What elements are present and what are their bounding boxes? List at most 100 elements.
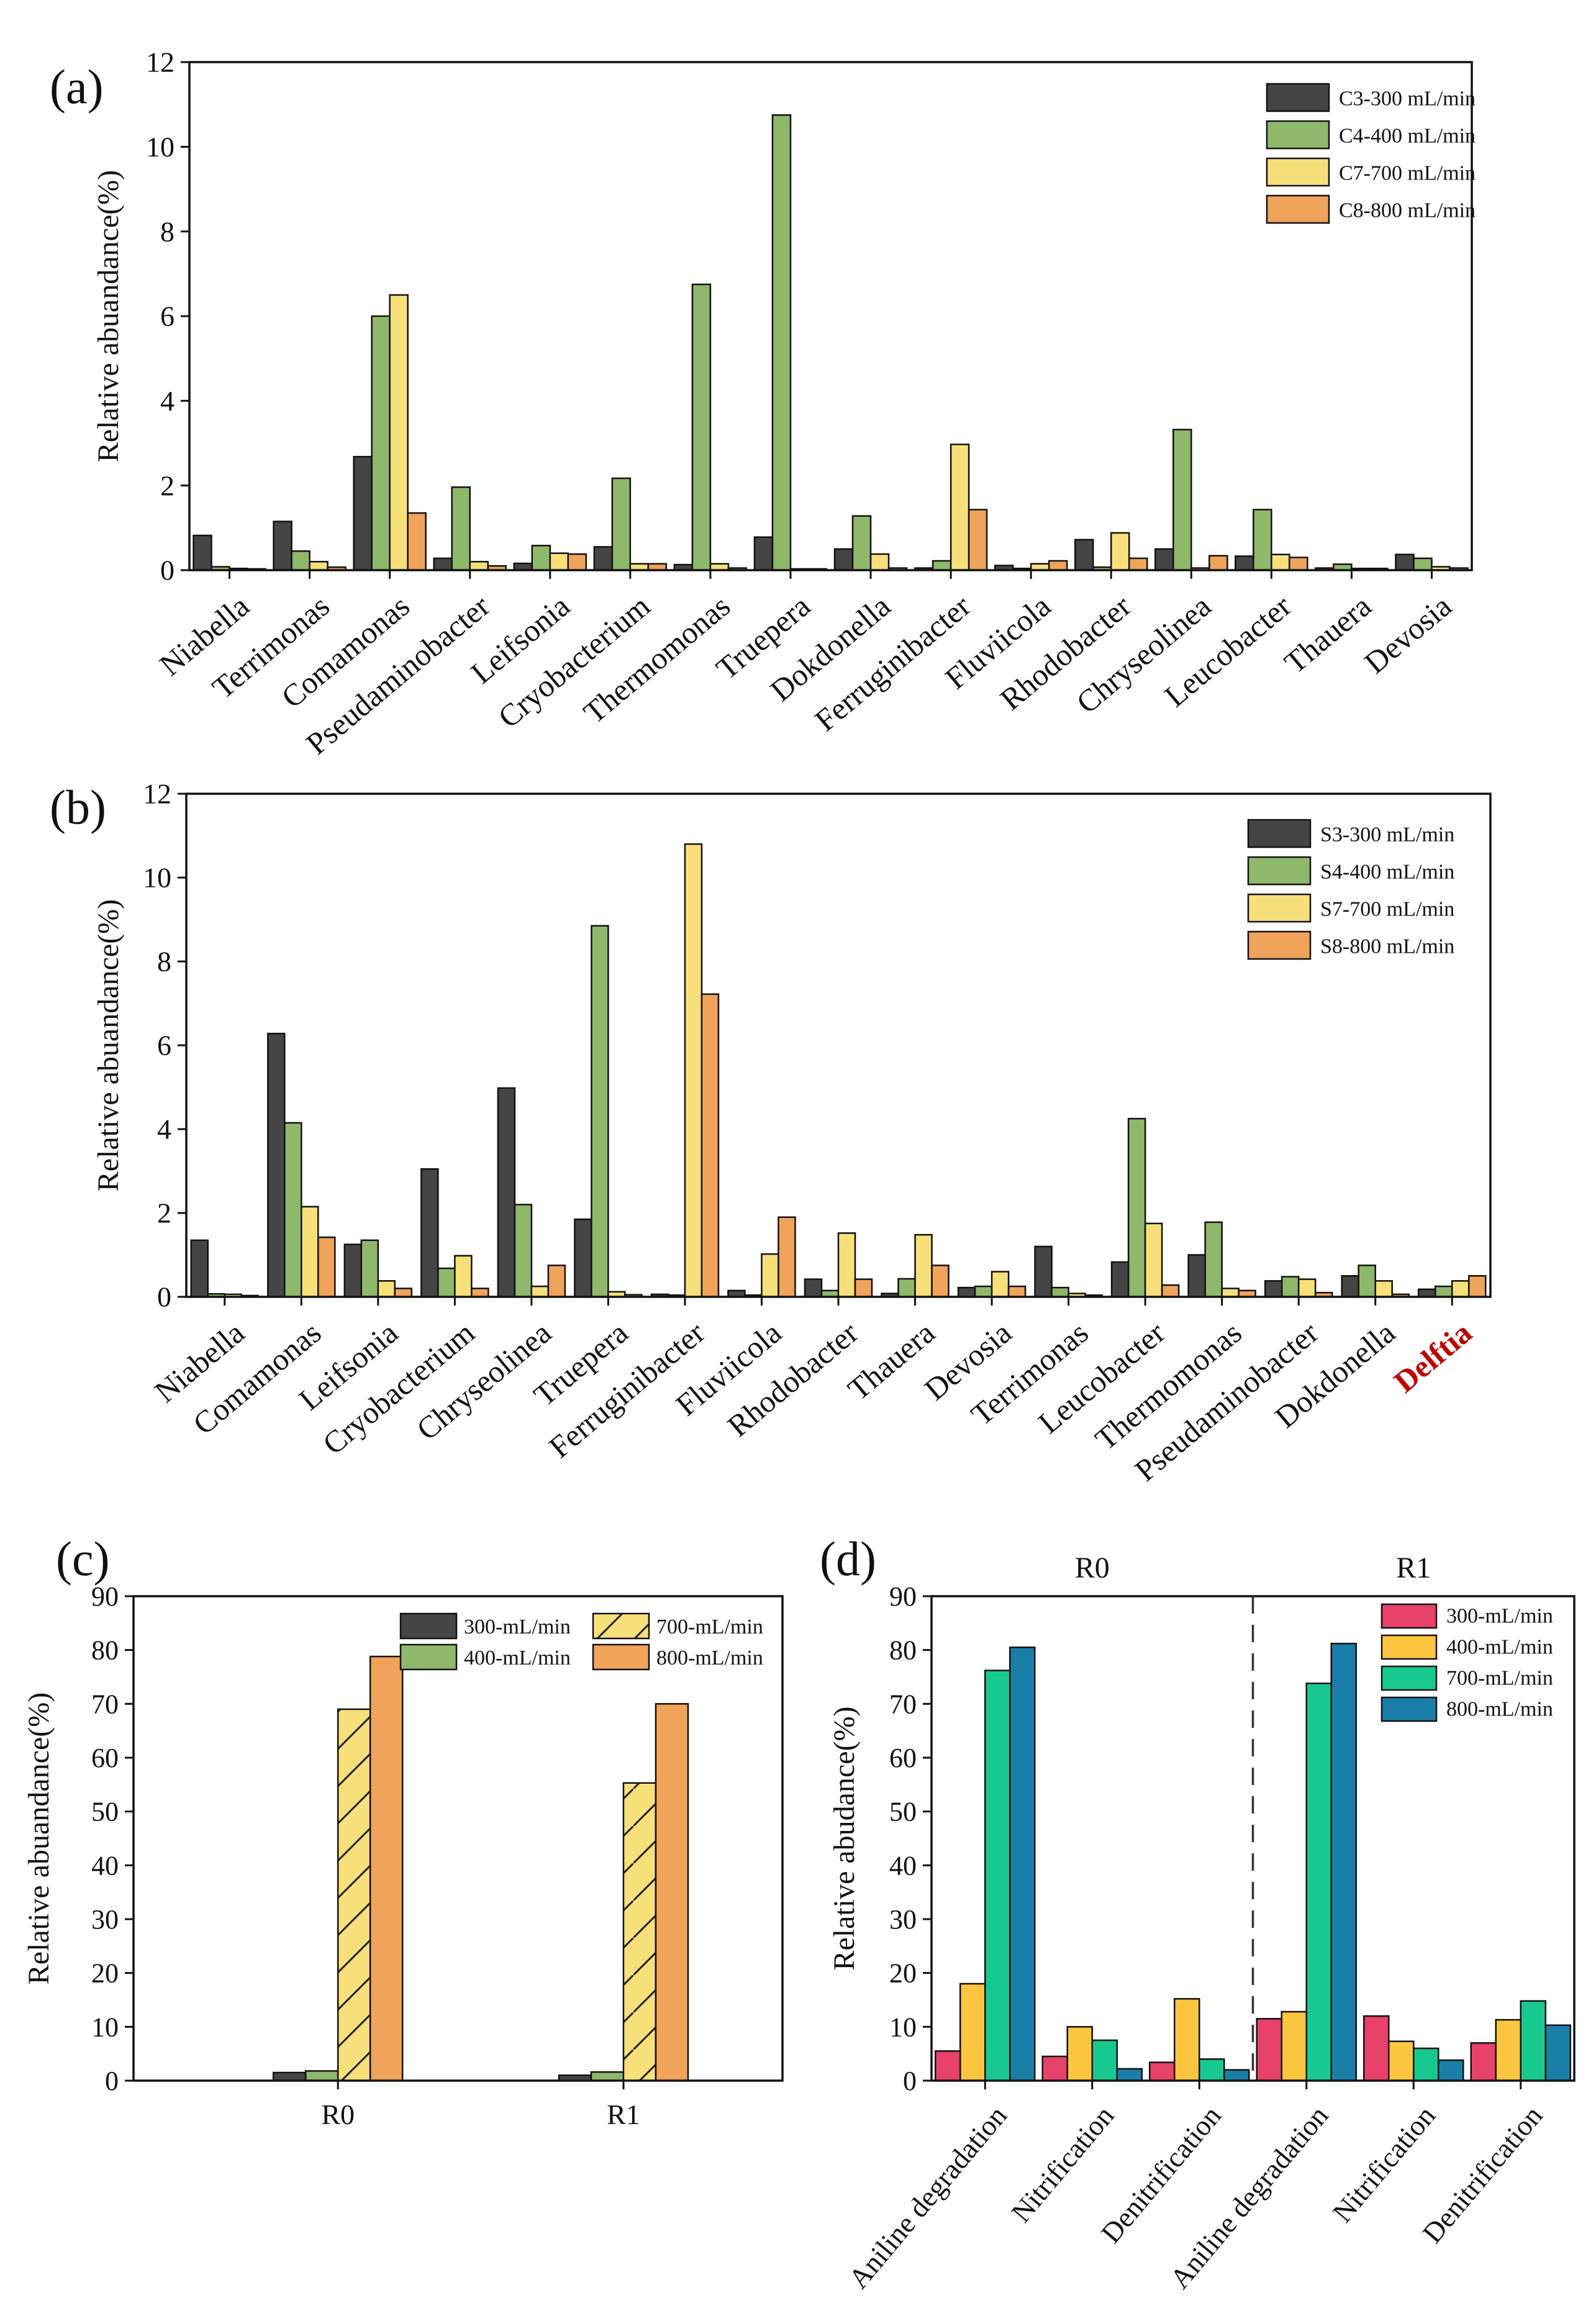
legend-swatch bbox=[1247, 893, 1312, 923]
bar bbox=[1467, 1275, 1487, 1298]
y-tick-label: 20 bbox=[91, 1958, 119, 1989]
y-tick-label: 4 bbox=[157, 1114, 171, 1145]
legend-label: 800-mL/min bbox=[656, 1647, 763, 1669]
bar bbox=[684, 843, 703, 1298]
bar bbox=[547, 1265, 566, 1298]
bar bbox=[1051, 1286, 1069, 1298]
y-tick-label: 30 bbox=[889, 1904, 917, 1935]
legend-label: S3-300 mL/min bbox=[1320, 823, 1454, 846]
bar bbox=[1161, 1284, 1180, 1298]
bar bbox=[1413, 557, 1433, 571]
x-tick-label: Thauera bbox=[841, 1315, 941, 1407]
bar bbox=[1271, 553, 1290, 571]
bar bbox=[549, 552, 569, 571]
plot-frame bbox=[132, 1595, 784, 2082]
y-tick-label: 70 bbox=[91, 1689, 119, 1719]
legend-swatch bbox=[1266, 194, 1330, 224]
y-tick-label: 70 bbox=[889, 1689, 917, 1719]
bar bbox=[377, 1280, 396, 1298]
bar bbox=[1127, 1117, 1146, 1298]
bar bbox=[1413, 2047, 1440, 2082]
bar bbox=[837, 1232, 856, 1298]
bar bbox=[935, 2050, 961, 2082]
bar bbox=[932, 560, 952, 571]
y-tick-label: 50 bbox=[889, 1797, 917, 1827]
bar bbox=[1235, 555, 1254, 571]
bar bbox=[761, 1253, 779, 1298]
y-tick-label: 2 bbox=[157, 1197, 171, 1229]
bar bbox=[991, 1271, 1010, 1298]
x-tick-label: R0 bbox=[321, 2099, 355, 2130]
bar bbox=[267, 1032, 286, 1298]
y-tick-label: 30 bbox=[91, 1904, 119, 1935]
bar bbox=[869, 553, 890, 571]
bar bbox=[454, 1255, 473, 1298]
legend-swatch bbox=[399, 1612, 458, 1640]
legend-swatch bbox=[1247, 819, 1312, 848]
bar bbox=[851, 515, 872, 571]
legend-label: 800-mL/min bbox=[1446, 1698, 1553, 1721]
plot-frame bbox=[185, 793, 1492, 1298]
bar bbox=[1223, 2069, 1250, 2082]
bar bbox=[1305, 1683, 1332, 2082]
bar bbox=[1066, 2026, 1093, 2082]
panel-label: (b) bbox=[50, 780, 106, 834]
bar bbox=[1048, 560, 1068, 571]
bar bbox=[389, 294, 409, 571]
bar bbox=[574, 1218, 592, 1298]
legend-swatch bbox=[1381, 1634, 1438, 1660]
y-tick-label: 40 bbox=[889, 1850, 917, 1881]
bar bbox=[353, 456, 373, 571]
y-axis-title: Relative abuandance(%) bbox=[92, 170, 125, 462]
y-axis-title: Relative abuandance(%) bbox=[92, 899, 125, 1191]
y-tick-label: 2 bbox=[160, 470, 175, 501]
bar bbox=[451, 486, 471, 571]
bar bbox=[291, 550, 311, 571]
bar bbox=[1256, 2018, 1282, 2082]
bar bbox=[1154, 548, 1174, 571]
y-tick-label: 10 bbox=[146, 131, 175, 163]
bar bbox=[514, 1204, 533, 1298]
bar bbox=[1395, 553, 1415, 571]
bar bbox=[833, 548, 854, 571]
legend-swatch bbox=[1247, 856, 1312, 886]
y-tick-label: 90 bbox=[889, 1581, 917, 1612]
bar bbox=[469, 561, 489, 571]
bar bbox=[1187, 1254, 1206, 1298]
bar bbox=[1034, 1245, 1053, 1298]
group-label: R1 bbox=[1396, 1551, 1431, 1584]
legend-swatch bbox=[1247, 930, 1312, 960]
bar bbox=[1470, 2042, 1497, 2082]
x-tick-label: Thauera bbox=[1277, 588, 1377, 680]
bar bbox=[497, 1087, 516, 1298]
y-tick-label: 10 bbox=[91, 2012, 119, 2042]
bar bbox=[1495, 2019, 1521, 2082]
bar bbox=[771, 114, 792, 571]
bar bbox=[590, 2071, 625, 2082]
bar bbox=[611, 477, 632, 571]
legend-swatch bbox=[1381, 1665, 1438, 1691]
legend-swatch bbox=[1381, 1603, 1438, 1629]
bar bbox=[1091, 2039, 1118, 2082]
bar bbox=[337, 1708, 371, 2082]
y-tick-label: 6 bbox=[157, 1030, 171, 1061]
bar bbox=[959, 1983, 986, 2082]
bar bbox=[622, 1782, 657, 2082]
y-tick-label: 90 bbox=[91, 1581, 119, 1612]
y-tick-label: 8 bbox=[160, 216, 175, 247]
legend-swatch bbox=[1266, 157, 1330, 187]
x-tick-label: Nitrification bbox=[1326, 2100, 1441, 2228]
bar bbox=[1358, 1265, 1376, 1298]
bar bbox=[531, 545, 551, 571]
y-tick-label: 0 bbox=[105, 2066, 119, 2096]
y-tick-label: 60 bbox=[889, 1743, 917, 1773]
bar bbox=[1110, 1261, 1130, 1298]
bar bbox=[190, 1239, 209, 1298]
panel-label: (d) bbox=[820, 1532, 876, 1586]
bar bbox=[1116, 2068, 1143, 2082]
y-tick-label: 20 bbox=[889, 1958, 917, 1989]
y-tick-label: 10 bbox=[143, 862, 171, 894]
bar bbox=[931, 1265, 950, 1298]
